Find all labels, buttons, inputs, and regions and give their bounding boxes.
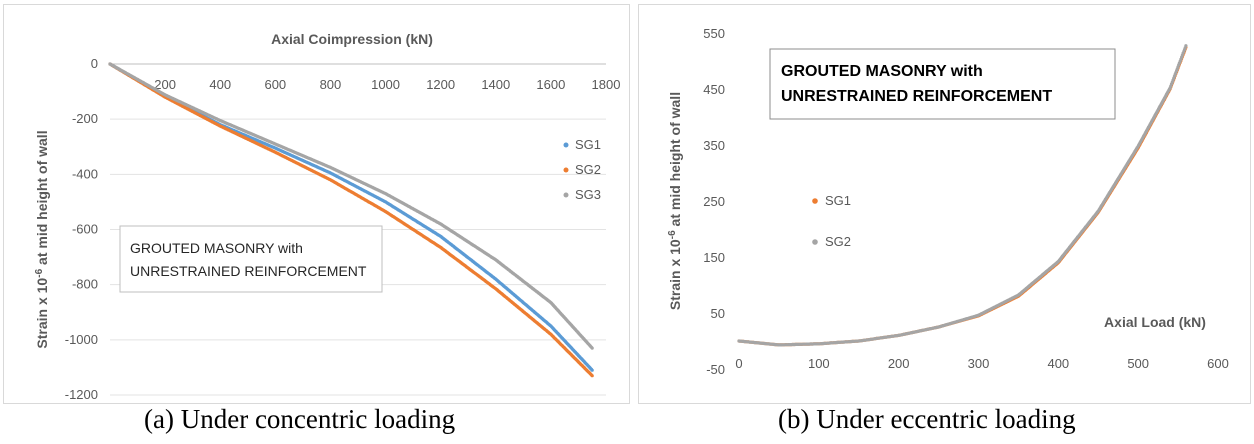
annotation-line-2: UNRESTRAINED REINFORCEMENT: [781, 88, 1052, 105]
y-tick-label: -400: [72, 166, 98, 181]
y-tick-label: 450: [703, 82, 725, 97]
x-tick-label: 1800: [592, 77, 621, 92]
caption-a: (a) Under concentric loading: [144, 404, 456, 434]
x-axis-title: Axial Coimpression (kN): [271, 31, 433, 47]
annotation-line-1: GROUTED MASONRY with: [781, 63, 983, 80]
x-tick-label: 800: [320, 77, 342, 92]
legend-label-SG1: SG1: [575, 137, 601, 152]
annotation-box: [119, 225, 383, 293]
series-SG2: [737, 44, 1188, 347]
y-tick-label: 0: [91, 56, 98, 71]
x-axis-title: Axial Load (kN): [1104, 314, 1206, 330]
y-tick-label: -600: [72, 222, 98, 237]
y-tick-label: 150: [703, 250, 725, 265]
x-tick-label: 300: [968, 356, 990, 371]
x-tick-label: 600: [1207, 356, 1229, 371]
chart-a-frame: [3, 4, 630, 404]
annotation-box: [769, 48, 1116, 120]
x-tick-label: 0: [735, 356, 742, 371]
x-tick-label: 500: [1127, 356, 1149, 371]
y-tick-label: -1000: [65, 332, 98, 347]
legend-label-SG1: SG1: [825, 193, 851, 208]
y-tick-label: 550: [703, 26, 725, 41]
legend-label-SG2: SG2: [575, 162, 601, 177]
x-tick-label: 200: [888, 356, 910, 371]
series-SG3: [108, 62, 594, 350]
x-tick-label: 1000: [371, 77, 400, 92]
legend-marker-SG2: [812, 239, 818, 245]
y-tick-label: -200: [72, 111, 98, 126]
series-SG1: [108, 62, 594, 372]
x-tick-label: 1600: [536, 77, 565, 92]
caption-b: (b) Under eccentric loading: [778, 404, 1076, 434]
y-tick-label: 350: [703, 138, 725, 153]
y-tick-label: 50: [711, 306, 725, 321]
annotation-line-1: GROUTED MASONRY with: [130, 240, 303, 256]
y-tick-label: -50: [706, 362, 725, 377]
y-axis-title: Strain x 10-6 at mid height of wall: [667, 92, 683, 310]
x-tick-label: 100: [808, 356, 830, 371]
annotation-line-2: UNRESTRAINED REINFORCEMENT: [130, 263, 367, 279]
x-tick-label: 600: [264, 77, 286, 92]
legend-marker-SG2: [563, 167, 569, 173]
legend-marker-SG1: [812, 198, 818, 204]
legend-marker-SG1: [563, 142, 569, 148]
series-SG2: [108, 62, 594, 378]
legend-label-SG3: SG3: [575, 187, 601, 202]
y-tick-label: 250: [703, 194, 725, 209]
y-tick-label: -1200: [65, 387, 98, 402]
x-tick-label: 1400: [481, 77, 510, 92]
x-tick-label: 200: [154, 77, 176, 92]
legend-marker-SG3: [563, 192, 569, 198]
y-axis-title: Strain x 10-6 at mid height of wall: [34, 130, 50, 348]
x-tick-label: 1200: [426, 77, 455, 92]
x-tick-label: 400: [1047, 356, 1069, 371]
x-tick-label: 400: [209, 77, 231, 92]
y-tick-label: -800: [72, 277, 98, 292]
legend-label-SG2: SG2: [825, 234, 851, 249]
